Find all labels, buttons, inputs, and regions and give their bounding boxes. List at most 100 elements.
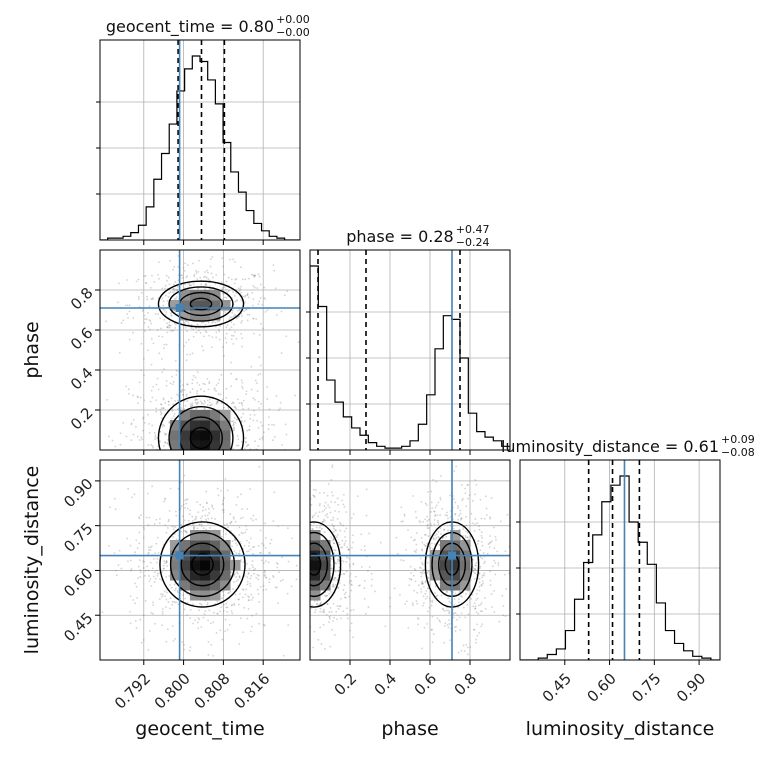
scatter-point — [459, 512, 462, 515]
scatter-point — [206, 271, 209, 274]
scatter-point — [107, 435, 110, 438]
scatter-point — [160, 595, 163, 598]
scatter-point — [457, 505, 459, 508]
panel-frame — [99, 459, 301, 661]
scatter-point — [162, 397, 165, 400]
scatter-point — [252, 596, 254, 599]
scatter-point — [190, 472, 192, 474]
scatter-point — [206, 269, 209, 272]
scatter-point — [234, 261, 236, 263]
scatter-point — [157, 313, 160, 316]
scatter-point — [161, 571, 163, 574]
scatter-point — [298, 503, 300, 505]
scatter-point — [481, 610, 483, 613]
scatter-point — [327, 483, 330, 485]
scatter-point — [476, 542, 479, 545]
scatter-point — [205, 284, 207, 287]
scatter-point — [275, 613, 277, 615]
scatter-point — [127, 392, 130, 395]
scatter-point — [170, 462, 172, 464]
scatter-point — [262, 589, 265, 591]
scatter-point — [156, 273, 159, 276]
scatter-point — [250, 365, 253, 368]
axis-label-geocent_time: geocent_time — [135, 718, 264, 740]
scatter-point — [180, 505, 183, 508]
scatter-point — [410, 578, 413, 581]
density-cell — [180, 290, 191, 301]
scatter-point — [405, 549, 407, 551]
scatter-point — [148, 305, 151, 308]
scatter-point — [245, 308, 248, 311]
scatter-point — [445, 511, 448, 514]
scatter-point — [297, 560, 299, 562]
scatter-point — [337, 570, 340, 573]
scatter-point — [211, 462, 213, 464]
scatter-point — [162, 407, 165, 410]
scatter-point — [149, 561, 152, 564]
scatter-point — [242, 412, 245, 415]
tick-label-luminosity_distance: 0.75 — [60, 519, 96, 555]
scatter-point — [449, 494, 451, 497]
scatter-point — [443, 641, 446, 644]
scatter-point — [342, 524, 344, 527]
scatter-point — [274, 534, 276, 536]
scatter-point — [249, 577, 252, 580]
scatter-point — [422, 604, 425, 607]
scatter-point — [488, 546, 491, 548]
scatter-point — [152, 488, 154, 490]
scatter-point — [266, 398, 269, 400]
scatter-point — [107, 544, 110, 547]
scatter-point — [235, 580, 238, 583]
scatter-point — [192, 374, 195, 377]
scatter-point — [245, 588, 248, 591]
scatter-point — [244, 593, 247, 596]
scatter-point — [188, 463, 190, 465]
scatter-point — [232, 258, 234, 261]
scatter-point — [292, 606, 294, 608]
scatter-point — [242, 505, 244, 507]
scatter-point — [281, 556, 283, 559]
scatter-point — [240, 332, 243, 335]
scatter-point — [146, 468, 148, 470]
scatter-point — [143, 322, 146, 324]
scatter-point — [191, 352, 194, 355]
scatter-point — [293, 596, 295, 598]
scatter-point — [343, 544, 346, 547]
scatter-point — [276, 553, 278, 555]
scatter-point — [301, 512, 303, 514]
scatter-point — [462, 535, 465, 537]
scatter-point — [479, 498, 482, 501]
scatter-point — [494, 561, 497, 564]
scatter-point — [257, 400, 260, 403]
scatter-point — [305, 578, 307, 580]
scatter-point — [202, 403, 205, 405]
scatter-point — [183, 321, 186, 324]
scatter-point — [232, 429, 235, 432]
scatter-point — [294, 551, 296, 553]
scatter-point — [181, 274, 184, 277]
scatter-point — [235, 378, 238, 381]
scatter-point — [253, 494, 255, 496]
scatter-point — [142, 417, 144, 420]
scatter-point — [148, 516, 151, 519]
scatter-point — [263, 571, 266, 574]
scatter-point — [134, 582, 137, 585]
scatter-point — [346, 546, 349, 549]
scatter-point — [476, 597, 479, 600]
scatter-point — [147, 649, 150, 651]
scatter-point — [209, 526, 211, 529]
scatter-point — [252, 604, 254, 606]
density-cell — [170, 440, 181, 450]
scatter-point — [240, 531, 243, 534]
scatter-point — [352, 563, 355, 566]
scatter-point — [138, 439, 141, 441]
scatter-point — [202, 616, 205, 619]
scatter-point — [208, 463, 210, 465]
scatter-point — [248, 599, 251, 602]
scatter-point — [238, 289, 241, 292]
scatter-point — [203, 390, 206, 393]
scatter-point — [177, 591, 179, 594]
scatter-point — [314, 489, 317, 491]
scatter-point — [248, 567, 251, 570]
scatter-point — [408, 577, 411, 580]
